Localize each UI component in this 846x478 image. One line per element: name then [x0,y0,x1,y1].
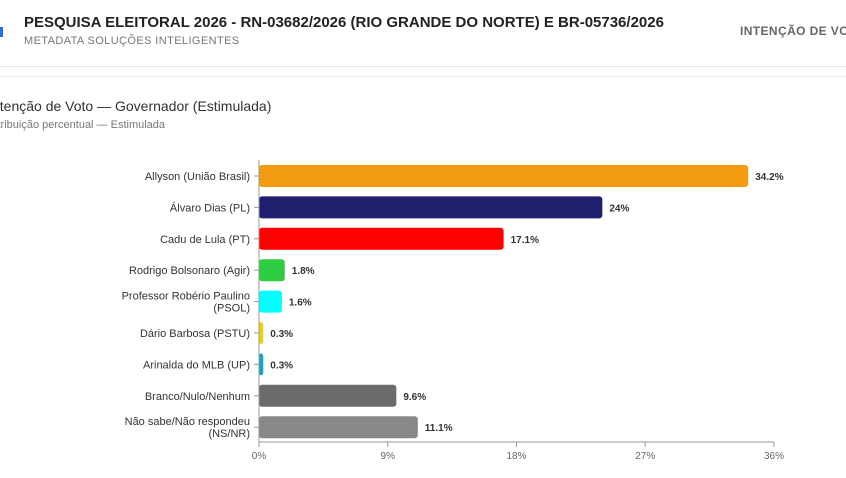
accent-marker [0,27,3,37]
category-label: Cadu de Lula (PT) [160,234,250,246]
tab-intencao-de-voto[interactable]: INTENÇÃO DE VO [740,24,846,38]
value-label: 24% [609,203,629,214]
bar [259,290,282,313]
chart-card [0,76,846,478]
page-title: PESQUISA ELEITORAL 2026 - RN-03682/2026 … [24,14,664,31]
bar [259,384,397,407]
page-subtitle: METADATA SOLUÇÕES INTELIGENTES [24,35,240,47]
category-label: Allyson (União Brasil) [145,171,250,183]
category-label: Dário Barbosa (PSTU) [140,328,250,340]
x-tick-label: 27% [635,451,655,462]
x-tick-label: 9% [381,451,396,462]
value-label: 17.1% [511,235,539,246]
category-label: Não sabe/Não respondeu [125,416,250,428]
value-label: 11.1% [425,423,453,434]
value-label: 0.3% [270,360,293,371]
chart-subtitle: stribuição percentual — Estimulada [0,119,166,131]
category-label: Rodrigo Bolsonaro (Agir) [129,265,250,277]
bar [259,227,504,250]
bar [259,353,264,376]
x-tick-label: 0% [252,451,267,462]
value-label: 9.6% [403,392,426,403]
category-label: Professor Robério Paulino [122,291,250,303]
value-label: 1.8% [292,266,315,277]
x-tick-label: 36% [764,451,784,462]
category-label: (PSOL) [213,303,250,315]
top-bar: PESQUISA ELEITORAL 2026 - RN-03682/2026 … [0,0,846,67]
value-label: 0.3% [270,329,293,340]
bar [259,322,264,344]
value-label: 1.6% [289,298,312,309]
chart-title: ntenção de Voto — Governador (Estimulada… [0,98,272,114]
category-label: Arinalda do MLB (UP) [143,359,250,371]
category-label: Álvaro Dias (PL) [170,201,250,214]
bar [259,259,285,282]
bar [259,416,418,439]
category-label: (NS/NR) [208,428,250,440]
bar [259,165,749,187]
value-label: 34.2% [755,172,783,183]
category-label: Branco/Nulo/Nenhum [145,391,250,403]
x-tick-label: 18% [506,451,526,462]
bar [259,196,603,219]
